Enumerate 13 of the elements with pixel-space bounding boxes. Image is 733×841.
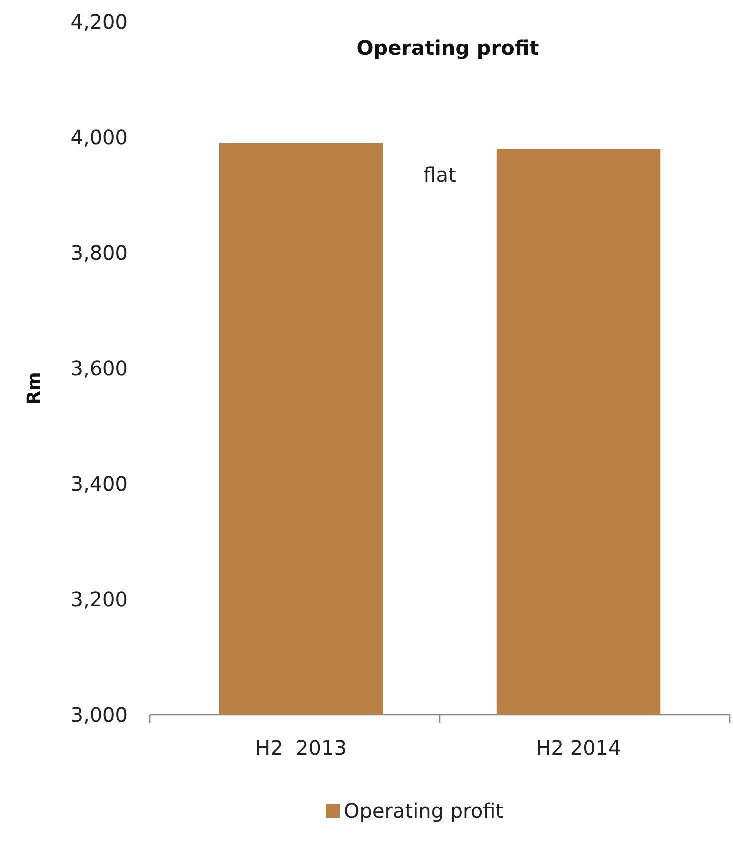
- y-tick-label: 3,000: [70, 703, 128, 727]
- x-tick-label: H2 2014: [536, 736, 622, 760]
- text: Operating profit: [356, 36, 540, 60]
- y-tick-label: 3,200: [70, 588, 128, 612]
- y-axis-title: Rm: [24, 372, 45, 405]
- y-tick-label: 4,200: [70, 10, 128, 34]
- legend-label: Operating profit: [344, 799, 504, 823]
- x-tick-label: H2 2013: [256, 736, 347, 760]
- y-tick-label: 3,600: [70, 356, 128, 380]
- y-tick-label: 4,000: [70, 126, 128, 150]
- annotation: flat: [424, 163, 456, 187]
- y-tick-label: 3,400: [70, 472, 128, 496]
- y-tick-label: 3,800: [70, 241, 128, 265]
